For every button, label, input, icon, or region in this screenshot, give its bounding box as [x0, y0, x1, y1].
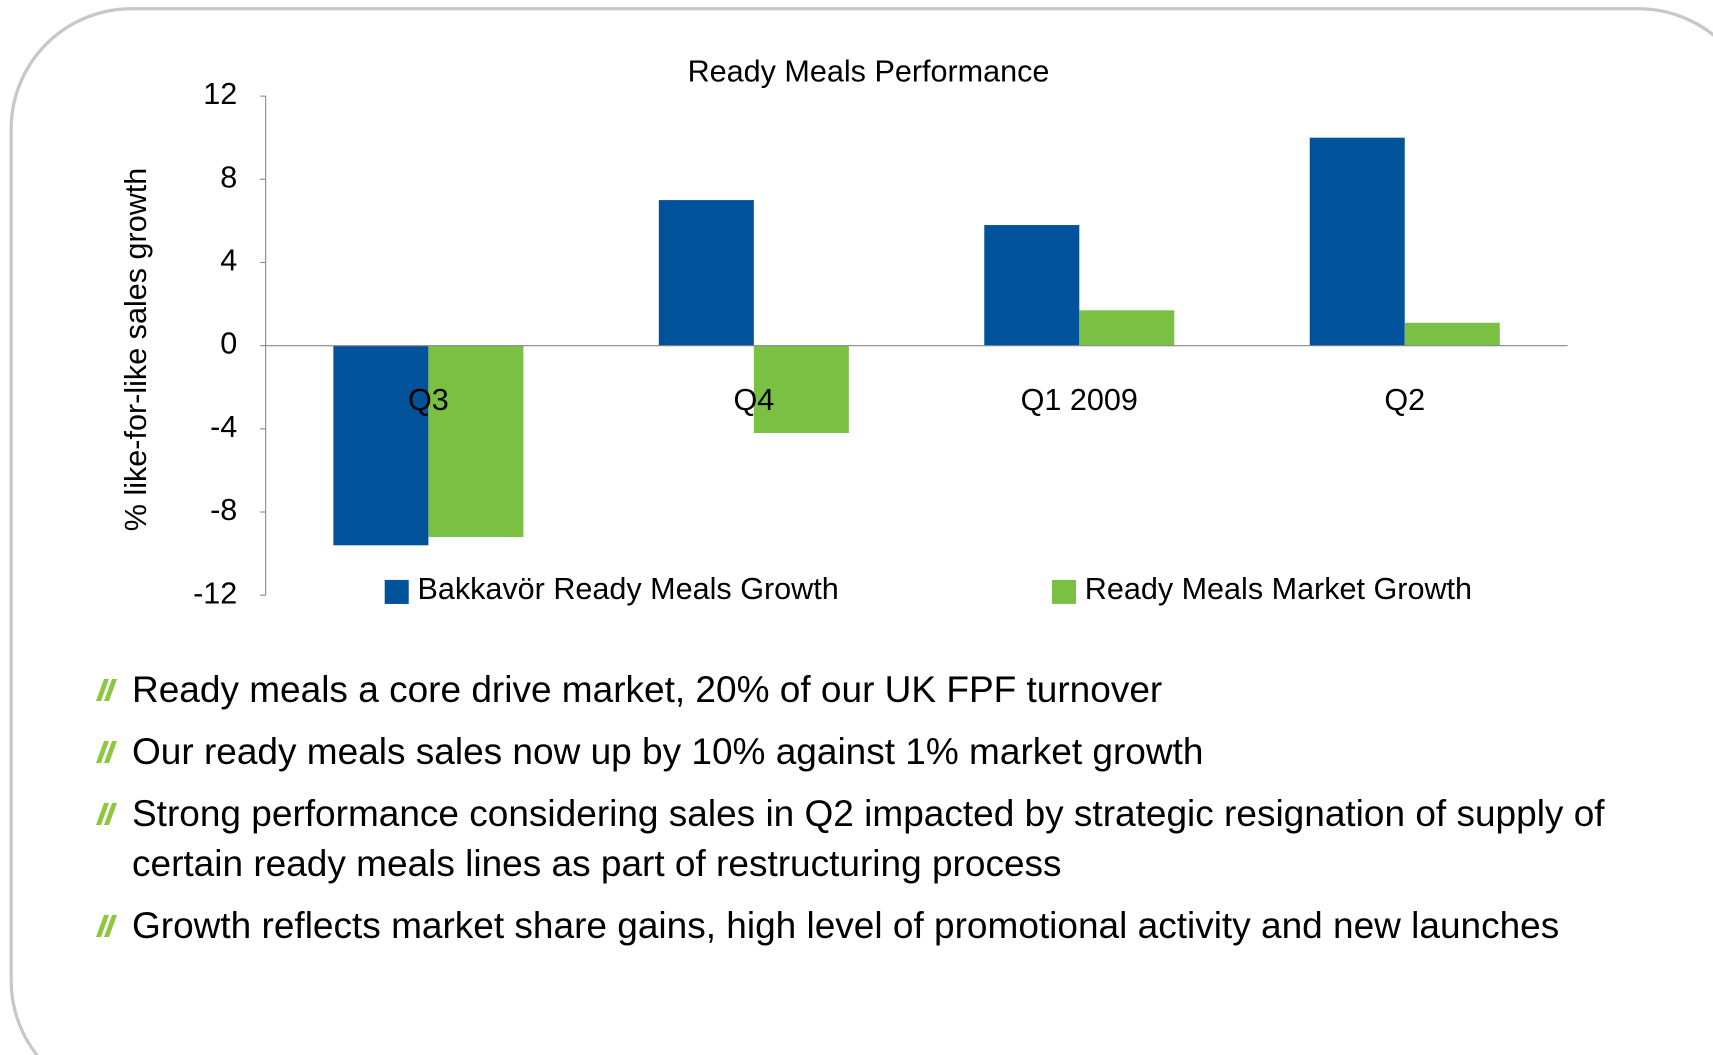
bar [1404, 322, 1500, 346]
x-tick-label: Q2 [1384, 383, 1425, 417]
bar [428, 345, 524, 537]
legend-swatch [1051, 579, 1077, 604]
x-tick-label: Q4 [733, 383, 774, 417]
x-tick-label: Q3 [408, 383, 449, 417]
legend-swatch [384, 579, 409, 604]
y-tick-label: 4 [220, 244, 237, 278]
bullet-marker [95, 679, 118, 701]
bullet-marker [95, 915, 118, 937]
frame [9, 7, 1713, 1055]
x-tick-label: Q1 2009 [1021, 383, 1138, 417]
bullet-text: Strong performance considering sales in … [132, 793, 1605, 884]
bar [333, 345, 429, 546]
y-tick-label: -12 [193, 576, 237, 610]
y-tick-label: 0 [220, 327, 237, 361]
y-tick-label: -8 [210, 493, 237, 527]
bullet-list: Ready meals a core drive market, 20% of … [92, 665, 1652, 963]
bar [1309, 137, 1405, 346]
bullet-marker [95, 803, 118, 825]
legend-label: Ready Meals Market Growth [1085, 572, 1472, 606]
bullet-text: Growth reflects market share gains, high… [132, 905, 1560, 946]
bullet-text: Ready meals a core drive market, 20% of … [132, 669, 1163, 710]
y-tick-label: 12 [203, 77, 237, 111]
bullet: Ready meals a core drive market, 20% of … [92, 665, 1652, 715]
legend-label: Bakkavör Ready Meals Growth [417, 572, 838, 606]
chart-title: Ready Meals Performance [688, 54, 1050, 88]
y-tick-label: -4 [210, 410, 237, 444]
y-tick-label: 8 [220, 160, 237, 194]
bullet-marker [95, 741, 118, 763]
y-axis-label: % like-for-like sales growth [119, 168, 153, 531]
bar [658, 200, 754, 346]
bullet: Our ready meals sales now up by 10% agai… [92, 727, 1652, 777]
bar [1079, 310, 1175, 346]
bar [984, 225, 1080, 346]
bullet-text: Our ready meals sales now up by 10% agai… [132, 731, 1204, 772]
bullet: Growth reflects market share gains, high… [92, 901, 1652, 951]
bar [753, 345, 849, 434]
bullet: Strong performance considering sales in … [92, 789, 1652, 889]
